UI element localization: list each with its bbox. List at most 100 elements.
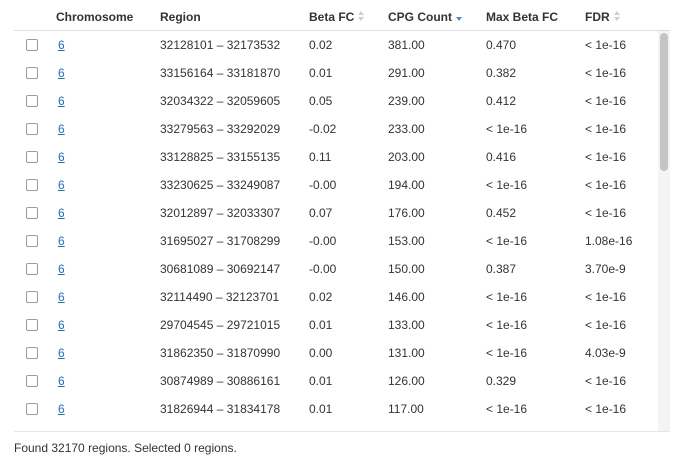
beta-fc-cell: 0.02	[309, 38, 333, 52]
chromosome-link[interactable]: 6	[58, 206, 65, 220]
row-select-checkbox[interactable]	[26, 375, 38, 387]
cpg-count-cell: 146.00	[388, 290, 425, 304]
vertical-scrollbar[interactable]	[658, 31, 670, 431]
column-label: FDR	[585, 10, 610, 24]
cpg-count-cell: 203.00	[388, 150, 425, 164]
row-select-checkbox[interactable]	[26, 347, 38, 359]
column-header-chromosome[interactable]: Chromosome	[56, 0, 133, 30]
fdr-cell: < 1e-16	[585, 150, 627, 164]
sort-both-icon	[613, 10, 621, 23]
beta-fc-cell: 0.11	[309, 150, 332, 164]
max-beta-fc-cell: 0.470	[486, 38, 517, 52]
region-cell: 33156164 – 33181870	[160, 66, 281, 80]
region-cell: 31826944 – 31834178	[160, 402, 281, 416]
fdr-cell: < 1e-16	[585, 206, 627, 220]
region-cell: 29704545 – 29721015	[160, 318, 281, 332]
table-row[interactable]: 6 33128825 – 33155135 0.11 203.00 0.416 < 1e-…	[14, 143, 658, 171]
table-row[interactable]: 6 32114490 – 32123701 0.02 146.00 < 1e-16 < 1…	[14, 283, 658, 311]
cpg-count-cell: 176.00	[388, 206, 425, 220]
row-select-checkbox[interactable]	[26, 291, 38, 303]
row-select-checkbox[interactable]	[26, 179, 38, 191]
row-select-checkbox[interactable]	[26, 95, 38, 107]
max-beta-fc-cell: < 1e-16	[486, 178, 528, 192]
max-beta-fc-cell: 0.412	[486, 94, 517, 108]
table-row[interactable]: 6 30874989 – 30886161 0.01 126.00 0.329 < 1e-…	[14, 367, 658, 395]
row-select-checkbox[interactable]	[26, 123, 38, 135]
table-row[interactable]: 6 31695027 – 31708299 -0.00 153.00 < 1e-16 1.…	[14, 227, 658, 255]
cpg-count-cell: 291.00	[388, 66, 425, 80]
cpg-count-cell: 233.00	[388, 122, 425, 136]
table-row[interactable]: 6 31862350 – 31870990 0.00 131.00 < 1e-16 4.0…	[14, 339, 658, 367]
region-cell: 31695027 – 31708299	[160, 234, 281, 248]
table-body: 6 32128101 – 32173532 0.02 381.00 0.470 < 1e-…	[14, 31, 670, 431]
cpg-count-cell: 126.00	[388, 374, 425, 388]
chromosome-link[interactable]: 6	[58, 346, 65, 360]
chromosome-link[interactable]: 6	[58, 122, 65, 136]
table-row[interactable]: 6 33230625 – 33249087 -0.00 194.00 < 1e-16 < …	[14, 171, 658, 199]
fdr-cell: < 1e-16	[585, 122, 627, 136]
column-label: CPG Count	[388, 10, 452, 24]
region-cell: 30681089 – 30692147	[160, 262, 281, 276]
column-header-max-beta-fc[interactable]: Max Beta FC	[486, 0, 558, 30]
row-select-checkbox[interactable]	[26, 235, 38, 247]
chromosome-link[interactable]: 6	[58, 290, 65, 304]
row-select-checkbox[interactable]	[26, 263, 38, 275]
fdr-cell: < 1e-16	[585, 374, 627, 388]
column-header-cpg-count[interactable]: CPG Count	[388, 0, 463, 30]
max-beta-fc-cell: < 1e-16	[486, 290, 528, 304]
chromosome-link[interactable]: 6	[58, 318, 65, 332]
table-row[interactable]: 6 31826944 – 31834178 0.01 117.00 < 1e-16 < 1…	[14, 395, 658, 423]
chromosome-link[interactable]: 6	[58, 38, 65, 52]
beta-fc-cell: 0.00	[309, 346, 333, 360]
max-beta-fc-cell: < 1e-16	[486, 346, 528, 360]
table-row[interactable]: 6 32128101 – 32173532 0.02 381.00 0.470 < 1e-…	[14, 31, 658, 59]
regions-table: Chromosome Region Beta FC CPG Count Max …	[14, 0, 670, 432]
row-select-checkbox[interactable]	[26, 207, 38, 219]
beta-fc-cell: -0.00	[309, 262, 337, 276]
chromosome-link[interactable]: 6	[58, 262, 65, 276]
chromosome-link[interactable]: 6	[58, 66, 65, 80]
cpg-count-cell: 381.00	[388, 38, 425, 52]
row-select-checkbox[interactable]	[26, 151, 38, 163]
beta-fc-cell: 0.02	[309, 290, 333, 304]
table-row[interactable]: 6 32034322 – 32059605 0.05 239.00 0.412 < 1e-…	[14, 87, 658, 115]
row-select-checkbox[interactable]	[26, 403, 38, 415]
region-cell: 32034322 – 32059605	[160, 94, 281, 108]
table-header: Chromosome Region Beta FC CPG Count Max …	[14, 0, 670, 31]
cpg-count-cell: 239.00	[388, 94, 425, 108]
table-row[interactable]: 6 32012897 – 32033307 0.07 176.00 0.452 < 1e-…	[14, 199, 658, 227]
row-select-checkbox[interactable]	[26, 67, 38, 79]
cpg-count-cell: 117.00	[388, 402, 424, 416]
column-header-fdr[interactable]: FDR	[585, 0, 621, 30]
max-beta-fc-cell: 0.382	[486, 66, 517, 80]
region-cell: 33128825 – 33155135	[160, 150, 281, 164]
chromosome-link[interactable]: 6	[58, 402, 65, 416]
sort-descending-icon	[456, 11, 463, 23]
beta-fc-cell: 0.01	[309, 402, 333, 416]
chromosome-link[interactable]: 6	[58, 178, 65, 192]
column-label: Beta FC	[309, 10, 355, 24]
fdr-cell: < 1e-16	[585, 290, 627, 304]
fdr-cell: 3.70e-9	[585, 262, 626, 276]
column-header-region[interactable]: Region	[160, 0, 201, 30]
table-row[interactable]: 6 33279563 – 33292029 -0.02 233.00 < 1e-16 < …	[14, 115, 658, 143]
table-row[interactable]: 6 29704545 – 29721015 0.01 133.00 < 1e-16 < 1…	[14, 311, 658, 339]
scrollbar-thumb[interactable]	[660, 33, 668, 171]
table-row[interactable]: 6 30681089 – 30692147 -0.00 150.00 0.387 3.70…	[14, 255, 658, 283]
chromosome-link[interactable]: 6	[58, 94, 65, 108]
chromosome-link[interactable]: 6	[58, 374, 65, 388]
fdr-cell: < 1e-16	[585, 402, 627, 416]
region-cell: 31862350 – 31870990	[160, 346, 281, 360]
chromosome-link[interactable]: 6	[58, 234, 65, 248]
max-beta-fc-cell: < 1e-16	[486, 318, 528, 332]
row-select-checkbox[interactable]	[26, 319, 38, 331]
fdr-cell: 1.08e-16	[585, 234, 633, 248]
fdr-cell: 4.03e-9	[585, 346, 626, 360]
status-text: Found 32170 regions. Selected 0 regions.	[14, 441, 237, 455]
max-beta-fc-cell: 0.452	[486, 206, 517, 220]
column-header-beta-fc[interactable]: Beta FC	[309, 0, 365, 30]
table-row[interactable]: 6 33156164 – 33181870 0.01 291.00 0.382 < 1e-…	[14, 59, 658, 87]
chromosome-link[interactable]: 6	[58, 150, 65, 164]
row-select-checkbox[interactable]	[26, 39, 38, 51]
beta-fc-cell: -0.00	[309, 178, 337, 192]
